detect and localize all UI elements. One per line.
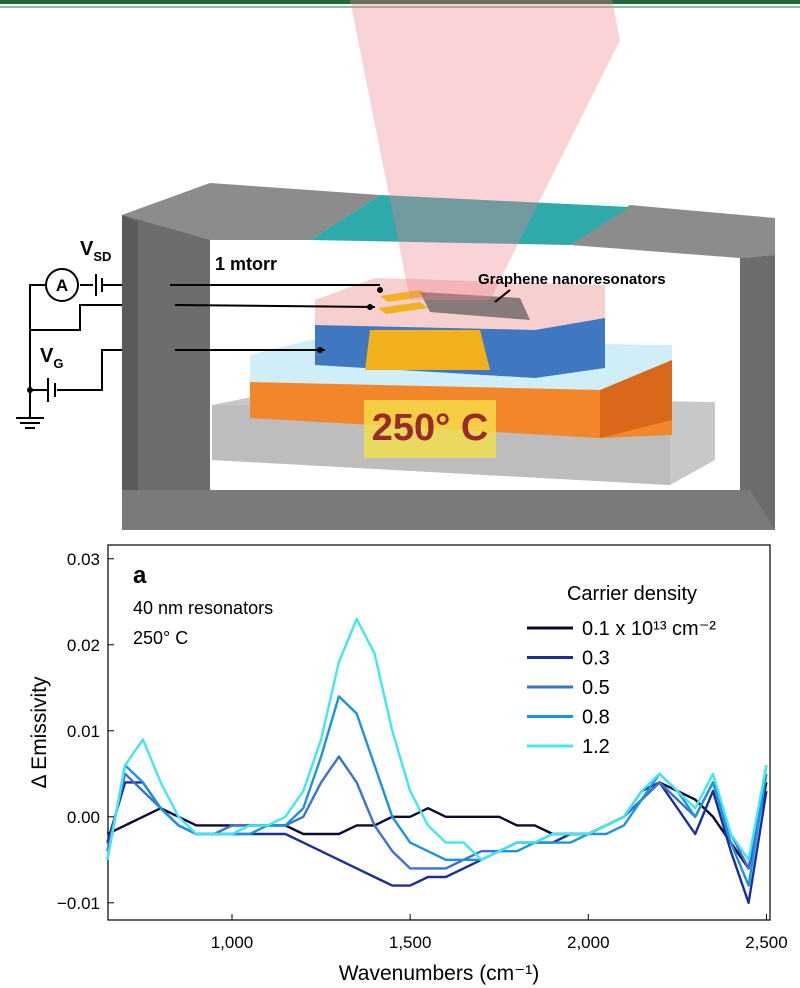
chamber-edge [122,215,138,495]
contact [378,302,428,314]
vg-label: VG [40,345,63,371]
window [310,195,630,245]
series-line [106,781,768,904]
panel-label: a [133,562,147,589]
vg-text: V [40,345,54,367]
chamber-bottom [122,490,775,530]
vsd-label: VSD [80,238,111,264]
legend-label: 0.5 [582,677,610,699]
plot-area [107,544,771,921]
annotation: 40 nm resonators [133,598,273,618]
y-tick-label: 0.02 [67,636,100,655]
legend-title: Carrier density [567,583,697,605]
x-tick-label: 1,000 [211,933,254,952]
legend-label: 0.8 [582,707,610,729]
setup-diagram: A VSD VG 1 mtorr Graphene nanoresonators… [0,0,800,530]
contact [380,290,428,302]
legend-label: 1.2 [582,736,610,758]
vsd-sub: SD [93,249,111,264]
annotation: 250° C [133,628,188,648]
series-line [106,695,768,887]
temperature-label: 250° C [372,407,489,449]
x-tick-label: 2,500 [745,933,788,952]
chamber-top-right [570,205,775,258]
series-line [106,755,768,870]
y-tick-label: −0.01 [57,894,100,913]
y-axis-label: Δ Emissivity [28,676,51,789]
device-label: Graphene nanoresonators [478,271,666,288]
beam [350,0,620,300]
label-glow [364,400,496,458]
header-rule [0,0,800,4]
legend-label: 0.3 [582,648,610,670]
pressure-label: 1 mtorr [215,254,277,274]
vsd-text: V [80,238,94,260]
circuit [16,268,511,429]
y-tick-label: 0.01 [67,722,100,741]
gate [365,330,490,370]
x-tick-label: 1,500 [389,933,432,952]
series-line [106,617,768,861]
y-tick-label: 0.03 [67,550,100,569]
x-tick-label: 2,000 [567,933,610,952]
legend-label: 0.1 x 10¹³ cm⁻² [582,618,716,640]
graphene [420,292,530,320]
x-axis-label: Wavenumbers (cm⁻¹) [339,962,540,985]
y-tick-label: 0.00 [67,808,100,827]
ammeter-label: A [56,276,68,295]
vg-sub: G [53,356,63,371]
chamber-top-left [122,183,380,240]
header-rule [0,6,800,8]
series-line [106,781,768,870]
